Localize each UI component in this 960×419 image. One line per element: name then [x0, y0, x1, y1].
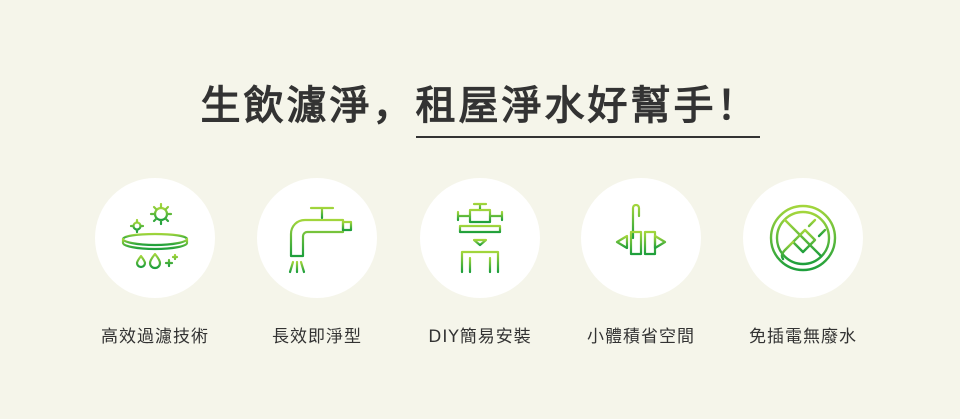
- compact-size-icon: [605, 203, 677, 266]
- headline: 生飲濾淨，租屋淨水好幫手！: [0, 78, 960, 138]
- headline-part2: 租屋淨水好幫手！: [415, 78, 760, 138]
- feature-label: 小體積省空間: [587, 327, 695, 347]
- feature-circle: [95, 178, 215, 298]
- feature-label: 免插電無廢水: [749, 327, 857, 347]
- feature-label: 高效過濾技術: [101, 327, 209, 347]
- feature-item: DIY簡易安裝: [400, 178, 560, 347]
- feature-item: 長效即淨型: [237, 178, 397, 347]
- feature-item: 免插電無廢水: [723, 178, 883, 347]
- feature-circle: [581, 178, 701, 298]
- feature-label: 長效即淨型: [272, 327, 362, 347]
- feature-circle: [257, 178, 377, 298]
- headline-part1: 生飲濾淨，: [200, 83, 416, 129]
- feature-list: 高效過濾技術 長效即淨型: [0, 178, 960, 358]
- feature-circle: [420, 178, 540, 298]
- diy-install-icon: [456, 202, 504, 274]
- feature-label: DIY簡易安裝: [428, 327, 532, 347]
- faucet-icon: [288, 206, 353, 274]
- feature-circle: [743, 178, 863, 298]
- feature-item: 小體積省空間: [561, 178, 721, 347]
- feature-item: 高效過濾技術: [75, 178, 235, 347]
- no-plug-icon: [769, 204, 837, 272]
- filtration-tech-icon: [121, 202, 189, 270]
